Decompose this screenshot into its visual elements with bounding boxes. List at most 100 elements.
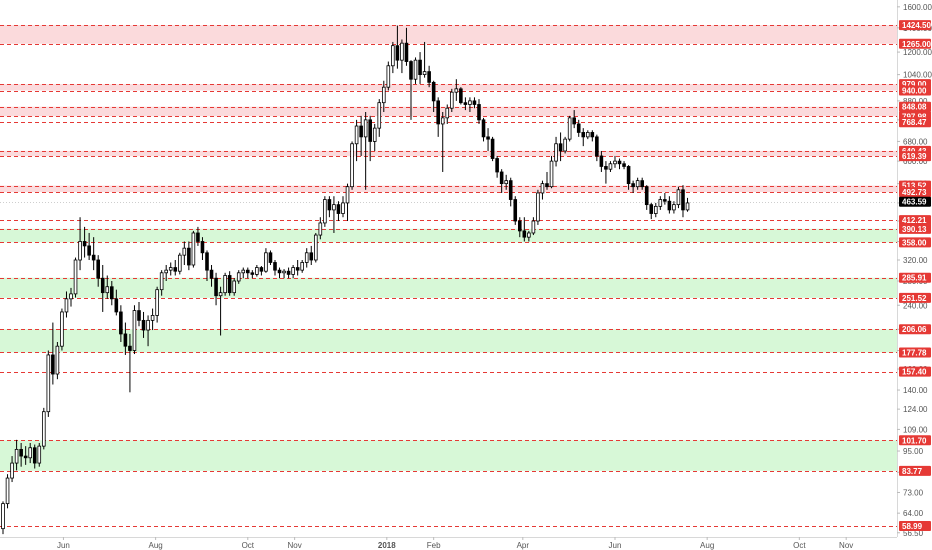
candle[interactable] bbox=[295, 260, 300, 276]
candle[interactable] bbox=[60, 308, 64, 351]
candle[interactable] bbox=[123, 322, 128, 355]
candle[interactable] bbox=[527, 230, 531, 242]
candle[interactable] bbox=[572, 110, 576, 129]
candle[interactable] bbox=[32, 444, 37, 469]
candle[interactable] bbox=[218, 286, 223, 336]
candle[interactable] bbox=[554, 136, 558, 167]
candle[interactable] bbox=[114, 289, 119, 316]
candle[interactable] bbox=[558, 132, 563, 162]
candle[interactable] bbox=[404, 27, 409, 66]
candle[interactable] bbox=[55, 341, 60, 380]
candle[interactable] bbox=[635, 177, 640, 190]
candle[interactable] bbox=[517, 217, 522, 238]
candle[interactable] bbox=[354, 119, 359, 162]
candle[interactable] bbox=[119, 305, 123, 342]
candle[interactable] bbox=[590, 130, 595, 142]
candle[interactable] bbox=[69, 287, 73, 307]
candle[interactable] bbox=[28, 442, 32, 464]
candle[interactable] bbox=[622, 161, 626, 170]
candle[interactable] bbox=[617, 158, 622, 170]
candle[interactable] bbox=[531, 217, 536, 236]
candle[interactable] bbox=[386, 61, 391, 91]
candle[interactable] bbox=[187, 241, 191, 271]
candle[interactable] bbox=[313, 232, 318, 263]
candle[interactable] bbox=[681, 185, 685, 218]
candle[interactable] bbox=[168, 262, 173, 276]
candle[interactable] bbox=[495, 155, 499, 178]
candle[interactable] bbox=[46, 350, 51, 417]
candle[interactable] bbox=[341, 196, 345, 218]
candle[interactable] bbox=[41, 407, 46, 450]
candle[interactable] bbox=[604, 161, 608, 184]
candle[interactable] bbox=[268, 250, 273, 265]
candle[interactable] bbox=[631, 180, 635, 193]
candle[interactable] bbox=[146, 315, 150, 347]
candle[interactable] bbox=[504, 174, 508, 190]
candle[interactable] bbox=[196, 226, 200, 246]
candle[interactable] bbox=[304, 248, 309, 268]
candle[interactable] bbox=[255, 264, 259, 277]
candle[interactable] bbox=[51, 322, 55, 385]
candle[interactable] bbox=[599, 150, 604, 172]
candle[interactable] bbox=[200, 237, 205, 261]
candle[interactable] bbox=[150, 308, 155, 331]
candle[interactable] bbox=[481, 117, 486, 142]
candle[interactable] bbox=[64, 291, 69, 318]
candle[interactable] bbox=[141, 311, 146, 338]
candle[interactable] bbox=[96, 255, 100, 287]
candle[interactable] bbox=[236, 270, 241, 284]
candle[interactable] bbox=[567, 115, 572, 142]
candle[interactable] bbox=[19, 442, 23, 467]
candle[interactable] bbox=[1, 501, 5, 535]
candle[interactable] bbox=[137, 302, 141, 327]
candle[interactable] bbox=[468, 97, 472, 112]
candle[interactable] bbox=[449, 88, 454, 112]
candle[interactable] bbox=[350, 141, 354, 190]
candle[interactable] bbox=[490, 136, 495, 162]
candle[interactable] bbox=[323, 196, 327, 227]
candle[interactable] bbox=[667, 196, 672, 214]
candle[interactable] bbox=[327, 196, 332, 218]
candle[interactable] bbox=[5, 474, 10, 509]
candle[interactable] bbox=[431, 80, 436, 112]
candle[interactable] bbox=[359, 115, 363, 156]
candle[interactable] bbox=[377, 99, 382, 137]
candle[interactable] bbox=[209, 264, 214, 287]
candle[interactable] bbox=[259, 266, 264, 276]
candle[interactable] bbox=[672, 201, 676, 214]
candle[interactable] bbox=[245, 267, 250, 279]
candle[interactable] bbox=[87, 232, 91, 261]
candle[interactable] bbox=[159, 270, 164, 296]
candle[interactable] bbox=[576, 119, 581, 137]
candle[interactable] bbox=[422, 41, 427, 78]
candle[interactable] bbox=[640, 177, 644, 190]
candle[interactable] bbox=[177, 252, 182, 275]
candle[interactable] bbox=[540, 180, 545, 200]
candle[interactable] bbox=[486, 128, 490, 151]
candle[interactable] bbox=[345, 183, 350, 222]
candle[interactable] bbox=[545, 171, 549, 190]
time-axis[interactable]: Jun Aug Oct Nov 2018 Feb Apr Jun Aug Oct Nov bbox=[57, 537, 853, 550]
candle[interactable] bbox=[613, 155, 617, 168]
candle[interactable] bbox=[585, 130, 590, 140]
candle[interactable] bbox=[105, 275, 110, 299]
candle[interactable] bbox=[513, 196, 518, 225]
candle[interactable] bbox=[173, 260, 178, 276]
candle[interactable] bbox=[191, 230, 196, 268]
candle[interactable] bbox=[264, 248, 268, 273]
candle[interactable] bbox=[658, 196, 663, 210]
candle[interactable] bbox=[454, 79, 459, 101]
candle[interactable] bbox=[427, 65, 431, 88]
candle[interactable] bbox=[182, 241, 187, 265]
candle[interactable] bbox=[595, 134, 599, 162]
candle[interactable] bbox=[409, 60, 413, 120]
candle[interactable] bbox=[336, 201, 341, 222]
candle[interactable] bbox=[205, 250, 209, 282]
candle[interactable] bbox=[563, 136, 567, 154]
candle[interactable] bbox=[472, 97, 477, 109]
candle[interactable] bbox=[400, 39, 404, 74]
candle[interactable] bbox=[23, 446, 28, 465]
candle[interactable] bbox=[241, 267, 246, 279]
candle[interactable] bbox=[549, 155, 554, 189]
